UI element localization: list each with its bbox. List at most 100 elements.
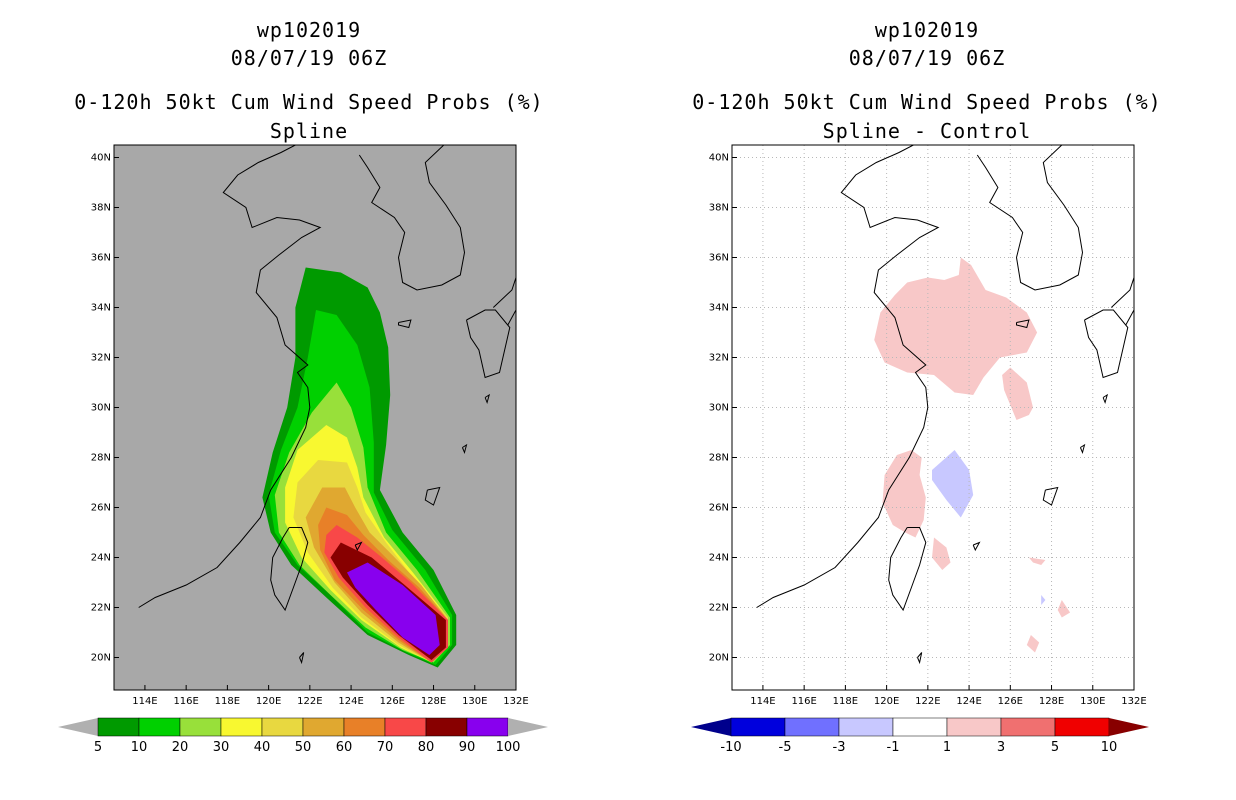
contour--1 bbox=[932, 450, 974, 518]
x-tick-label: 116E bbox=[791, 696, 816, 707]
product-title: 0-120h 50kt Cum Wind Speed Probs (%) bbox=[74, 90, 544, 114]
colorbar: -10 -5 -3 -1 1 3 5 10 bbox=[691, 717, 1149, 755]
colorbar-swatch bbox=[838, 717, 894, 737]
coastline-segment bbox=[466, 309, 511, 379]
colorbar-arrow-left bbox=[58, 718, 98, 736]
colorbar-label: 80 bbox=[418, 740, 435, 755]
x-tick-label: 122E bbox=[297, 696, 322, 707]
y-tick-label: 24N bbox=[91, 553, 111, 564]
y-tick-label: 28N bbox=[91, 453, 111, 464]
island-outline bbox=[461, 443, 468, 455]
colorbar-swatch bbox=[302, 717, 345, 737]
colorbar-label: 60 bbox=[336, 740, 353, 755]
colorbar-swatch bbox=[97, 717, 140, 737]
x-tick-label: 120E bbox=[874, 696, 899, 707]
contour-90 bbox=[347, 562, 440, 655]
y-tick-label: 30N bbox=[709, 403, 729, 414]
coastline-segment bbox=[507, 309, 516, 326]
method-title: Spline - Control bbox=[822, 119, 1032, 143]
y-tick-label: 22N bbox=[709, 603, 729, 614]
y-tick-label: 36N bbox=[709, 253, 729, 264]
x-tick-label: 126E bbox=[380, 696, 405, 707]
colorbar-label: -3 bbox=[833, 740, 846, 755]
colorbar-swatch bbox=[425, 717, 468, 737]
colorbar-label: -5 bbox=[779, 740, 792, 755]
colorbar-label: 50 bbox=[295, 740, 312, 755]
storm-id-title: wp102019 bbox=[256, 18, 362, 42]
x-tick-label: 120E bbox=[256, 696, 281, 707]
island-outline bbox=[398, 319, 412, 329]
y-tick-label: 24N bbox=[709, 553, 729, 564]
contour-1 bbox=[874, 257, 1038, 395]
colorbar-label: 10 bbox=[1101, 740, 1118, 755]
x-tick-label: 122E bbox=[915, 696, 940, 707]
colorbar-swatch bbox=[1054, 717, 1110, 737]
plot-background bbox=[732, 145, 1134, 690]
colorbar-swatch bbox=[466, 717, 509, 737]
y-tick-label: 32N bbox=[709, 353, 729, 364]
island-outline bbox=[1079, 443, 1086, 455]
contour-layer bbox=[262, 267, 457, 668]
x-tick-label: 132E bbox=[1121, 696, 1146, 707]
colorbar-swatch bbox=[892, 717, 948, 737]
contour-1 bbox=[1002, 367, 1033, 420]
colorbar-swatch bbox=[730, 717, 786, 737]
y-tick-label: 36N bbox=[91, 253, 111, 264]
island-outline bbox=[1042, 486, 1059, 506]
y-tick-label: 34N bbox=[91, 303, 111, 314]
coastline-segment bbox=[270, 527, 309, 612]
x-tick-label: 124E bbox=[956, 696, 981, 707]
colorbar-label: 30 bbox=[213, 740, 230, 755]
colorbar-swatch bbox=[220, 717, 263, 737]
date-title: 08/07/19 06Z bbox=[848, 46, 1006, 70]
colorbar-swatch bbox=[343, 717, 386, 737]
colorbar-swatch bbox=[784, 717, 840, 737]
colorbar-label: 10 bbox=[131, 740, 148, 755]
island-outline bbox=[917, 652, 923, 665]
colorbar-label: 1 bbox=[943, 740, 951, 755]
y-tick-label: 38N bbox=[91, 203, 111, 214]
method-title: Spline bbox=[269, 119, 349, 143]
left-panel: wp102019 08/07/19 06Z 0-120h 50kt Cum Wi… bbox=[58, 18, 548, 755]
island-outline bbox=[1016, 319, 1030, 329]
colorbar: 5 10 20 30 40 50 60 70 80 90 100 bbox=[58, 717, 548, 755]
right-panel: wp102019 08/07/19 06Z 0-120h 50kt Cum Wi… bbox=[618, 0, 1236, 800]
contour-layer bbox=[732, 145, 1134, 690]
contour-1 bbox=[882, 450, 926, 538]
y-tick-label: 20N bbox=[91, 653, 111, 664]
date-title: 08/07/19 06Z bbox=[230, 46, 388, 70]
colorbar-label: 90 bbox=[459, 740, 476, 755]
island-outline bbox=[1102, 393, 1109, 405]
y-tick-label: 40N bbox=[91, 153, 111, 164]
coastline-segment bbox=[1125, 309, 1134, 326]
x-tick-label: 114E bbox=[750, 696, 775, 707]
coastline-segment bbox=[358, 145, 466, 291]
x-tick-label: 124E bbox=[338, 696, 363, 707]
x-tick-label: 118E bbox=[833, 696, 858, 707]
x-tick-label: 130E bbox=[1080, 696, 1105, 707]
y-tick-label: 26N bbox=[709, 503, 729, 514]
colorbar-label: 100 bbox=[496, 740, 521, 755]
island-outline bbox=[424, 486, 441, 506]
plot-frame bbox=[731, 144, 1135, 691]
colorbar-label: 5 bbox=[94, 740, 102, 755]
x-tick-label: 128E bbox=[421, 696, 446, 707]
contour--1 bbox=[1041, 595, 1046, 605]
storm-id-title: wp102019 bbox=[874, 18, 980, 42]
coastline-segment bbox=[1084, 309, 1129, 379]
island-outline bbox=[972, 541, 981, 552]
product-title: 0-120h 50kt Cum Wind Speed Probs (%) bbox=[692, 90, 1162, 114]
y-tick-label: 40N bbox=[709, 153, 729, 164]
coastline bbox=[756, 145, 1134, 665]
y-tick-label: 20N bbox=[709, 653, 729, 664]
contour-1 bbox=[1028, 557, 1046, 565]
contour-1 bbox=[1057, 600, 1071, 618]
y-tick-label: 32N bbox=[91, 353, 111, 364]
x-tick-label: 118E bbox=[215, 696, 240, 707]
island-outline bbox=[354, 541, 363, 552]
y-tick-label: 26N bbox=[91, 503, 111, 514]
contour-1 bbox=[932, 537, 951, 570]
y-tick-label: 30N bbox=[91, 403, 111, 414]
colorbar-swatch bbox=[946, 717, 1002, 737]
colorbar-label: 70 bbox=[377, 740, 394, 755]
